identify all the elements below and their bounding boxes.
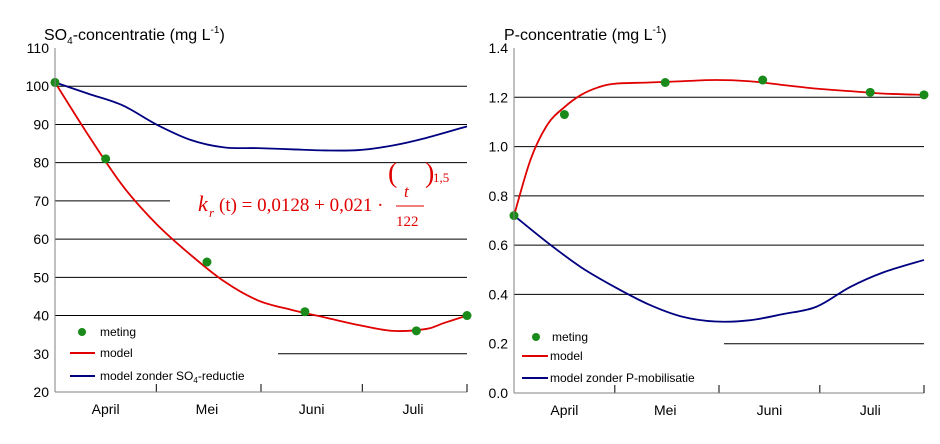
y-tick-label: 0.4 [489, 286, 509, 302]
formula-lparen: ( [388, 158, 397, 189]
p-chart-title: P-concentratie (mg L-1) [504, 25, 667, 44]
data-point [758, 75, 768, 85]
y-tick-label: 80 [33, 155, 49, 171]
p-legend: meting model model zonder P-mobilisatie [522, 330, 695, 385]
y-tick-label: 40 [33, 308, 49, 324]
legend-meting-marker [532, 333, 540, 341]
y-tick-label: 20 [33, 384, 49, 400]
p-chart: P-concentratie (mg L-1) 0.0 0.2 0.4 0.6 0.8 1… [489, 25, 929, 418]
x-tick-label: April [550, 402, 578, 418]
x-tick-label: Mei [654, 402, 677, 418]
x-tick-label: Juli [402, 401, 423, 417]
formula-exponent: 1,5 [433, 170, 449, 185]
data-point [411, 326, 421, 336]
legend-zonder-label: model zonder P-mobilisatie [550, 371, 695, 385]
formula-denominator: 122 [396, 214, 419, 230]
so4-chart-title: SO4-concentratie (mg L-1) [44, 25, 225, 47]
series-line [513, 214, 925, 323]
y-tick-label: 1.0 [489, 139, 509, 155]
data-point [202, 257, 212, 267]
formula-rparen: ) [425, 158, 434, 189]
legend-model-label: model [550, 349, 583, 363]
y-tick-label: 0.0 [489, 385, 509, 401]
so4-chart: SO4-concentratie (mg L-1) 20 30 40 50 60 70 80… [26, 25, 472, 417]
y-tick-label: 110 [27, 40, 50, 56]
formula-lhs: (t) = 0,0128 + 0,021 · [219, 195, 383, 216]
y-tick-label: 70 [33, 193, 49, 209]
series-line [513, 79, 925, 216]
legend-model-label: model [100, 346, 133, 360]
data-point [462, 311, 472, 321]
so4-legend: meting model model zonder SO4-reductie [70, 325, 245, 385]
y-tick-label: 1.2 [489, 89, 509, 105]
y-tick-label: 0.8 [489, 188, 509, 204]
legend-zonder-label: model zonder SO4-reductie [100, 369, 245, 385]
x-tick-label: Juli [860, 402, 881, 418]
data-point [919, 90, 929, 100]
formula-k-sub: r [209, 205, 215, 220]
so4-formula: k r (t) = 0,0128 + 0,021 · ( t 122 ) 1,5 [198, 158, 449, 230]
y-tick-label: 100 [26, 78, 50, 94]
y-tick-label: 0.6 [489, 237, 509, 253]
x-tick-label: Juni [299, 401, 325, 417]
y-tick-label: 1.4 [489, 40, 509, 56]
data-point [101, 154, 111, 164]
y-tick-label: 0.2 [489, 336, 509, 352]
x-tick-label: April [92, 401, 120, 417]
y-tick-label: 90 [33, 116, 49, 132]
y-tick-label: 30 [33, 346, 49, 362]
x-tick-label: Juni [757, 402, 783, 418]
formula-k: k [198, 191, 209, 216]
data-point [300, 307, 310, 317]
formula-numerator: t [404, 182, 410, 201]
data-point [865, 87, 875, 97]
y-tick-label: 60 [33, 231, 49, 247]
data-point [660, 78, 670, 87]
series-line [54, 81, 468, 332]
legend-meting-marker [78, 328, 86, 336]
legend-meting-label: meting [100, 325, 136, 339]
x-tick-label: Mei [196, 401, 219, 417]
series-line [54, 81, 468, 152]
data-point [559, 110, 569, 120]
y-tick-label: 50 [33, 269, 49, 285]
legend-meting-label: meting [552, 330, 588, 344]
